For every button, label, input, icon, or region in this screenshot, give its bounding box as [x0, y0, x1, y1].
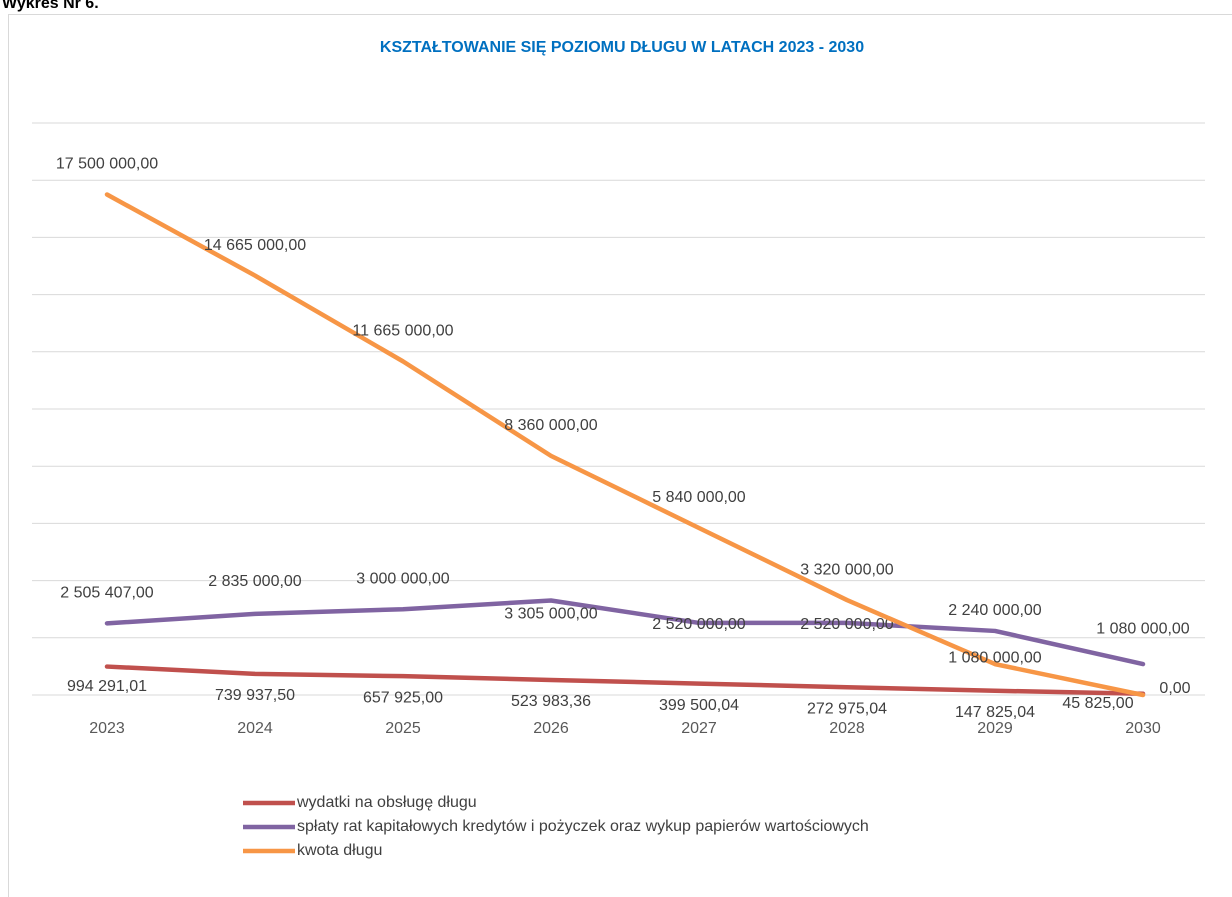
- data-label: 147 825,04: [955, 704, 1035, 721]
- series-line: [104, 192, 1146, 698]
- data-label: 739 937,50: [215, 687, 295, 704]
- chart-frame: [8, 14, 1232, 897]
- x-tick-label: 2030: [1125, 720, 1161, 737]
- data-label: 14 665 000,00: [204, 237, 306, 254]
- data-label: 17 500 000,00: [56, 156, 158, 173]
- data-label: 2 240 000,00: [948, 602, 1042, 619]
- data-label: 523 983,36: [511, 693, 591, 710]
- data-label: 2 520 000,00: [652, 616, 746, 633]
- data-label: 3 305 000,00: [504, 606, 598, 623]
- data-label: 994 291,01: [67, 678, 147, 695]
- data-label: 8 360 000,00: [504, 417, 598, 434]
- chart-title: KSZTAŁTOWANIE SIĘ POZIOMU DŁUGU W LATACH…: [380, 39, 864, 56]
- legend-label: kwota długu: [297, 842, 382, 859]
- data-label: 1 080 000,00: [1096, 620, 1190, 637]
- x-tick-label: 2027: [681, 720, 717, 737]
- legend-label: spłaty rat kapitałowych kredytów i pożyc…: [297, 818, 869, 835]
- legend-label: wydatki na obsługę długu: [296, 794, 477, 811]
- data-label: 657 925,00: [363, 689, 443, 706]
- page-heading: Wykres Nr 6.: [2, 0, 99, 12]
- x-tick-label: 2023: [89, 720, 125, 737]
- series-line: [104, 664, 1146, 696]
- x-tick-label: 2025: [385, 720, 421, 737]
- x-tick-label: 2026: [533, 720, 569, 737]
- data-label: 2 505 407,00: [60, 585, 154, 602]
- data-label: 399 500,04: [659, 697, 739, 714]
- series-line: [104, 598, 1146, 667]
- x-tick-label: 2028: [829, 720, 865, 737]
- data-label: 272 975,04: [807, 700, 887, 717]
- data-label: 3 000 000,00: [356, 570, 450, 587]
- data-label: 3 320 000,00: [800, 561, 894, 578]
- data-label: 1 080 000,00: [948, 649, 1042, 666]
- data-label: 0,00: [1159, 680, 1190, 697]
- data-label: 2 835 000,00: [208, 573, 302, 590]
- data-label: 45 825,00: [1062, 695, 1133, 712]
- data-label: 2 520 000,00: [800, 616, 894, 633]
- data-label: 11 665 000,00: [352, 323, 453, 340]
- x-tick-label: 2029: [977, 720, 1013, 737]
- x-tick-label: 2024: [237, 720, 273, 737]
- data-label: 5 840 000,00: [652, 489, 746, 506]
